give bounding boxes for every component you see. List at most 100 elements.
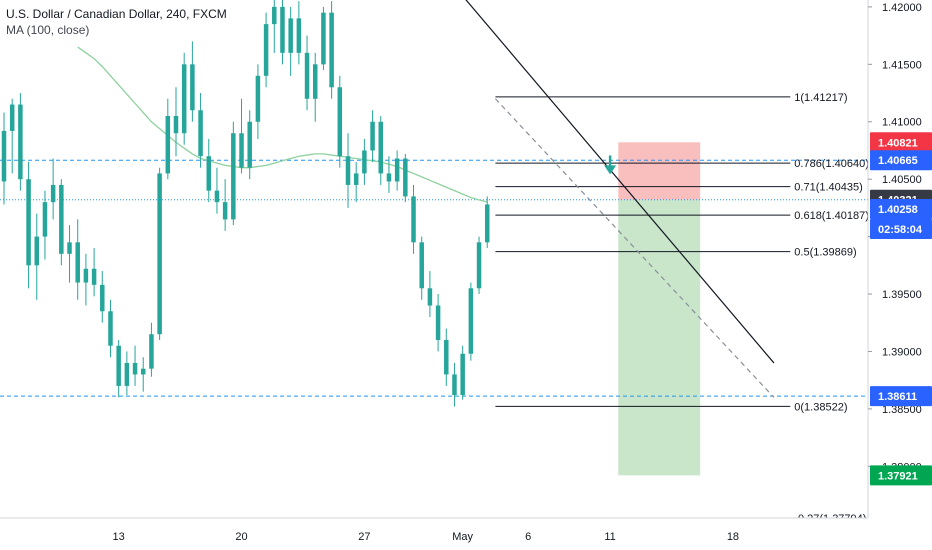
candle-7: [59, 179, 64, 266]
badge-bg: [870, 150, 932, 171]
price-axis-bg: [868, 0, 932, 550]
candle-body: [468, 288, 474, 354]
candle-body: [272, 6, 277, 25]
candle-body: [222, 202, 228, 220]
candle-body: [321, 12, 326, 65]
price-badges: 1.408211.406651.403211.4025802:58:041.38…: [870, 132, 932, 486]
candle-body: [419, 242, 424, 289]
fib-label-0.71: 0.71(1.40435): [794, 182, 863, 194]
candle-17: [140, 357, 146, 392]
candle-body: [476, 242, 482, 289]
candle-45: [370, 110, 375, 162]
badge-bg: [870, 465, 932, 486]
position-zones: [618, 142, 701, 476]
candle-46: [378, 116, 384, 185]
y-tick-label: 1.41500: [882, 59, 922, 71]
candle-body: [42, 202, 48, 237]
candle-18: [149, 322, 154, 377]
candle-27: [222, 179, 228, 231]
candle-21: [173, 87, 179, 157]
arrow-down-icon: [604, 165, 617, 175]
candle-body: [140, 368, 146, 375]
candle-43: [353, 161, 359, 203]
candle-41: [337, 75, 343, 168]
candle-2: [18, 93, 23, 191]
candle-8: [67, 225, 72, 283]
badge-label: 1.38611: [878, 391, 917, 403]
candle-0: [1, 112, 7, 205]
candle-body: [18, 104, 23, 180]
candle-15: [124, 351, 130, 396]
fib-label-0.5: 0.5(1.39869): [794, 247, 856, 259]
candle-body: [427, 288, 433, 306]
x-tick-label: 6: [525, 531, 531, 543]
candle-body: [337, 87, 343, 157]
candle-body: [394, 158, 400, 182]
candle-body: [190, 64, 195, 111]
candle-body: [100, 284, 105, 312]
candle-11: [91, 248, 97, 297]
indicator-label: MA (100, close): [6, 23, 90, 37]
candle-24: [198, 93, 203, 168]
candle-56: [460, 345, 465, 400]
y-tick-label: 1.38500: [882, 404, 922, 416]
time-axis-bg: [0, 518, 932, 550]
candle-body: [304, 52, 310, 99]
candle-57: [468, 282, 474, 361]
price-badge-0: 1.40821: [870, 132, 932, 153]
candle-body: [108, 311, 113, 346]
candle-body: [173, 116, 179, 134]
candle-28: [231, 121, 236, 226]
candle-body: [345, 156, 351, 185]
candle-29: [239, 98, 244, 174]
candle-body: [67, 242, 72, 254]
candle-body: [206, 156, 212, 191]
horizontal-lines: [0, 159, 868, 397]
candle-14: [116, 339, 121, 398]
moving-average: [77, 46, 488, 203]
candle-49: [403, 153, 408, 203]
candle-body: [132, 362, 138, 375]
candle-25: [206, 138, 212, 203]
x-tick-label: 13: [113, 531, 125, 543]
trendlines[interactable]: [414, 0, 775, 398]
candle-36: [296, 1, 302, 65]
candle-59: [484, 196, 490, 249]
candle-19: [157, 167, 162, 340]
fib-label-0.618: 0.618(1.40187): [794, 210, 869, 222]
candle-31: [255, 64, 261, 139]
candle-body: [444, 339, 449, 375]
candle-30: [247, 110, 252, 180]
price-badge-4: 02:58:04: [870, 218, 932, 239]
y-tick-label: 1.42000: [882, 2, 922, 14]
candle-body: [165, 116, 171, 174]
take-profit-zone: [618, 199, 701, 476]
symbol-title: U.S. Dollar / Canadian Dollar, 240, FXCM: [6, 7, 227, 21]
candle-32: [263, 12, 269, 88]
candle-12: [100, 271, 105, 323]
candle-54: [444, 328, 449, 386]
y-tick-label: 1.39500: [882, 289, 922, 301]
candle-body: [91, 268, 97, 285]
candle-47: [386, 156, 392, 193]
badge-label: 1.40821: [878, 137, 918, 149]
candle-33: [272, 0, 277, 53]
candle-13: [108, 299, 113, 358]
candle-body: [435, 305, 441, 340]
candle-10: [83, 253, 89, 306]
candle-9: [75, 219, 80, 300]
badge-bg: [870, 198, 932, 219]
candle-40: [329, 1, 334, 99]
candle-body: [452, 374, 457, 396]
candle-body: [231, 133, 236, 220]
candle-38: [312, 52, 318, 122]
fib-label-0.786: 0.786(1.40640): [794, 158, 869, 170]
candle-body: [124, 362, 130, 386]
price-badge-1: 1.40665: [870, 150, 932, 171]
y-tick-label: 1.39000: [882, 346, 922, 358]
candle-50: [411, 184, 416, 254]
candle-body: [9, 104, 15, 131]
candle-53: [435, 294, 441, 352]
candle-body: [296, 18, 302, 53]
